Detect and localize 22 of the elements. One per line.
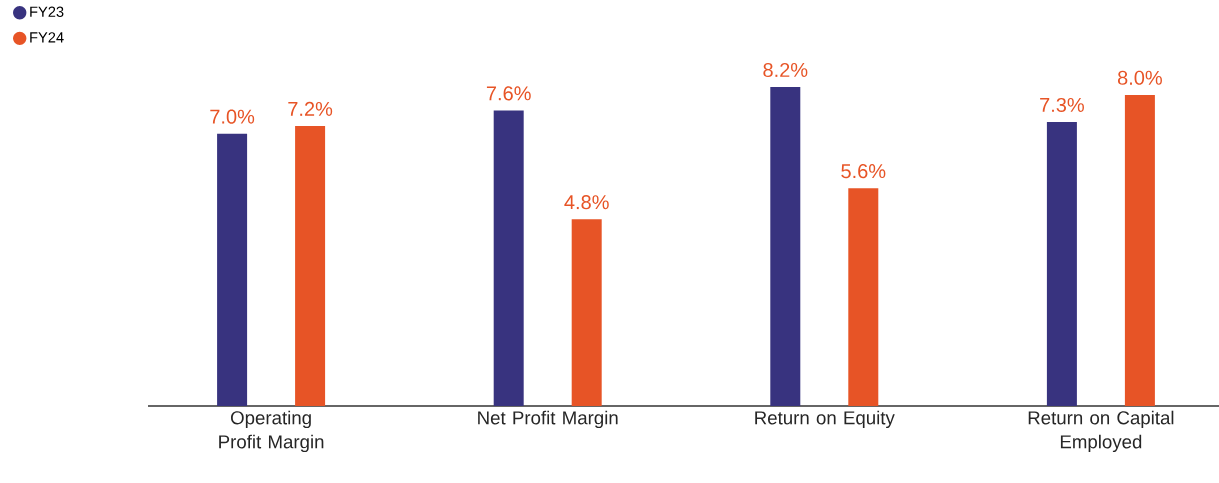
bar — [571, 219, 602, 406]
data-label: 7.0% — [210, 109, 255, 124]
x-tick-label: Net Profit Margin — [478, 410, 618, 429]
bar — [217, 133, 248, 406]
bar — [493, 110, 524, 406]
bar — [1124, 94, 1155, 406]
bar — [1046, 122, 1077, 406]
data-label: 7.6% — [486, 86, 531, 101]
data-label: 4.8% — [564, 195, 609, 210]
bar — [770, 87, 801, 406]
data-label: 7.2% — [288, 101, 333, 116]
x-tick-label: Return on Equity — [755, 410, 895, 429]
bar — [848, 188, 879, 406]
data-label: 5.6% — [841, 164, 886, 179]
data-label: 7.3% — [1040, 97, 1084, 113]
legend-label: FY24 — [30, 32, 64, 43]
x-tick-label: Return on Capital Employed — [1028, 410, 1174, 453]
data-label: 8.2% — [763, 62, 808, 78]
legend-label: FY23 — [30, 6, 64, 17]
data-label: 8.0% — [1117, 70, 1162, 85]
bar — [295, 125, 326, 406]
x-tick-label: Operating Profit Margin — [219, 410, 324, 453]
